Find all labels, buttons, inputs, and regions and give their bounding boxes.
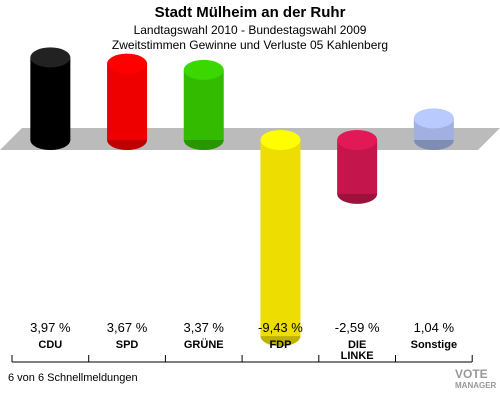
value-label: -2,59 % [334, 320, 380, 335]
chart-subtitle: Landtagswahl 2010 - Bundestagswahl 2009 [133, 23, 367, 37]
x-tick-label: CDU [38, 339, 63, 351]
x-tick-label: FDP [269, 339, 292, 351]
bar [107, 63, 148, 140]
value-label: 3,67 % [106, 320, 148, 335]
chart-title: Stadt Mülheim an der Ruhr [154, 4, 346, 21]
bar-top [337, 130, 378, 150]
bar [260, 140, 301, 337]
bar-top [183, 59, 224, 80]
value-label: 3,37 % [183, 320, 224, 335]
bar [183, 69, 224, 140]
value-label: 1,04 % [413, 320, 455, 335]
x-tick-label: Sonstige [410, 339, 458, 351]
bar-top [413, 108, 454, 129]
x-tick-label: GRÜNE [183, 339, 224, 351]
bar-top [107, 53, 148, 74]
logo-text: MANAGER [455, 381, 497, 390]
bar-top [30, 47, 71, 68]
logo-text: VOTE [455, 367, 488, 381]
footnote: 6 von 6 Schnellmeldungen [8, 372, 138, 384]
logo: VOTE MANAGER [455, 367, 497, 391]
bar-top [260, 130, 301, 150]
value-label: 3,97 % [30, 320, 71, 335]
chart-subtitle: Zweitstimmen Gewinne und Verluste 05 Kah… [111, 38, 389, 52]
x-tick-label: DIE LINKE [340, 339, 374, 362]
x-tick-label: SPD [115, 339, 139, 351]
bar [30, 57, 71, 141]
value-label: -9,43 % [258, 320, 303, 335]
